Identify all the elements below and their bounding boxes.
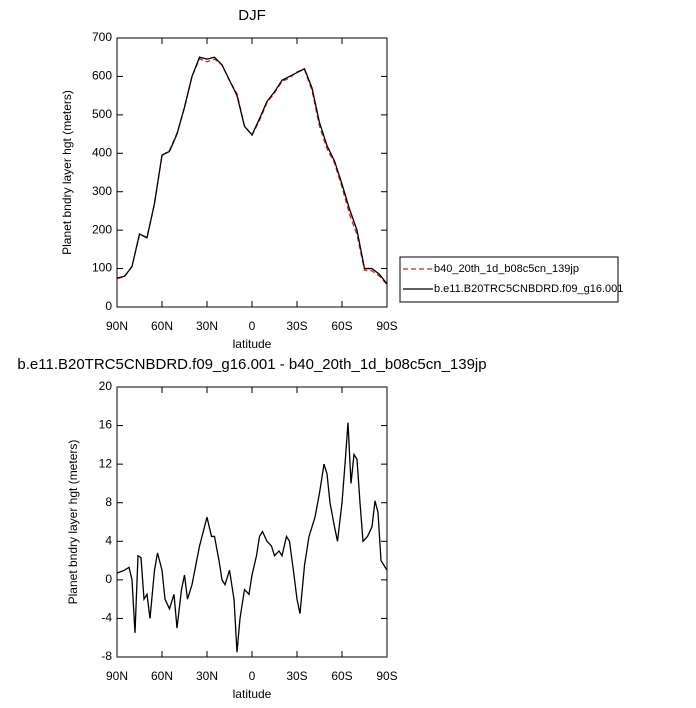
- x-tick-label: 30S: [286, 319, 307, 333]
- x-tick-label: 30N: [196, 669, 218, 683]
- y-tick-label: 500: [92, 107, 112, 121]
- x-tick-label: 90N: [106, 319, 128, 333]
- y-tick-label: 0: [105, 299, 112, 313]
- x-tick-label: 60N: [151, 319, 173, 333]
- y-tick-label: 300: [92, 184, 112, 198]
- x-tick-label: 90N: [106, 669, 128, 683]
- y-tick-label: -4: [101, 611, 112, 625]
- x-tick-label: 30N: [196, 319, 218, 333]
- x-tick-label: 60S: [331, 319, 352, 333]
- x-axis-label: latitude: [233, 337, 272, 351]
- chart-title: DJF: [238, 7, 266, 24]
- data-line: [116, 57, 388, 285]
- x-tick-label: 30S: [286, 669, 307, 683]
- y-tick-label: 0: [105, 572, 112, 586]
- chart-title: b.e11.B20TRC5CNBDRD.f09_g16.001 - b40_20…: [17, 356, 486, 373]
- x-tick-label: 0: [249, 669, 256, 683]
- x-tick-label: 60N: [151, 669, 173, 683]
- plot-frame: [116, 37, 388, 308]
- plot-frame: [116, 386, 388, 658]
- legend-box: [399, 256, 619, 303]
- x-tick-label: 90S: [376, 319, 397, 333]
- y-tick-label: -8: [101, 649, 112, 663]
- data-line: [116, 56, 388, 285]
- y-tick-label: 8: [105, 495, 112, 509]
- legend-label: b40_20th_1d_b08c5cn_139jp: [434, 263, 579, 275]
- y-axis-label: Planet bndry layer hgt (meters): [60, 90, 74, 255]
- y-tick-label: 20: [99, 379, 113, 393]
- y-tick-label: 200: [92, 222, 112, 236]
- x-tick-label: 90S: [376, 669, 397, 683]
- y-tick-label: 400: [92, 145, 112, 159]
- y-tick-label: 700: [92, 30, 112, 44]
- y-tick-label: 16: [99, 418, 113, 432]
- y-tick-label: 4: [105, 533, 112, 547]
- y-axis-label: Planet bndry layer hgt (meters): [66, 440, 80, 605]
- data-line: [116, 422, 388, 653]
- legend-label: b.e11.B20TRC5CNBDRD.f09_g16.001: [434, 283, 623, 295]
- y-tick-label: 12: [99, 456, 113, 470]
- x-tick-label: 0: [249, 319, 256, 333]
- x-axis-label: latitude: [233, 687, 272, 701]
- y-tick-label: 600: [92, 69, 112, 83]
- x-tick-label: 60S: [331, 669, 352, 683]
- y-tick-label: 100: [92, 261, 112, 275]
